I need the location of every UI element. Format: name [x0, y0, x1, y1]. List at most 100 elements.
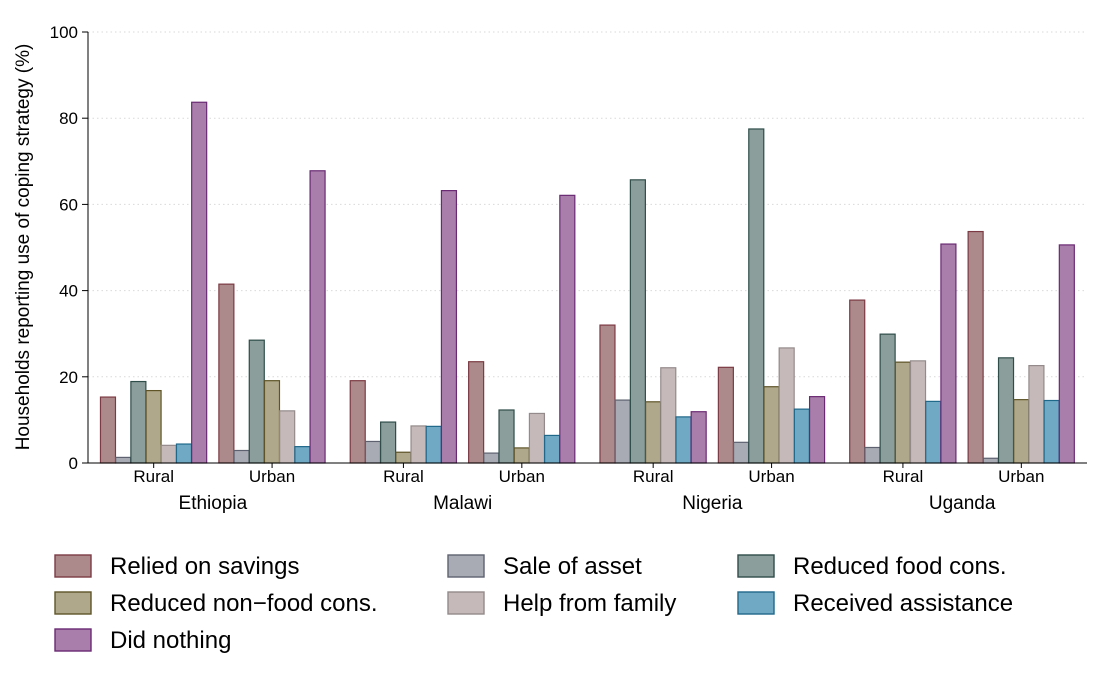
legend-item: Received assistance [737, 590, 1013, 617]
x-sub-label: Urban [748, 467, 794, 486]
bar [425, 425, 442, 464]
bar [808, 396, 826, 464]
legend-item: Did nothing [54, 627, 231, 654]
bar [395, 451, 412, 464]
x-sub-label: Urban [249, 467, 295, 486]
legend-label: Sale of asset [503, 553, 642, 580]
bar [468, 361, 485, 464]
x-group-label: Nigeria [682, 493, 743, 514]
bar [1058, 244, 1075, 464]
bar [1043, 399, 1060, 464]
bar [925, 400, 942, 464]
x-sub-label: Rural [633, 467, 674, 486]
bar [294, 446, 311, 464]
bar [513, 447, 530, 464]
bar [909, 360, 927, 464]
bar [349, 380, 366, 464]
bar [864, 446, 881, 464]
legend-item: Relied on savings [54, 553, 299, 580]
bar [130, 380, 147, 464]
legend-item: Sale of asset [447, 553, 642, 580]
bar [380, 421, 397, 464]
bar [1028, 364, 1045, 464]
bar [145, 389, 162, 464]
bar [675, 416, 692, 464]
x-sub-label: Urban [998, 467, 1044, 486]
legend-label: Did nothing [110, 627, 231, 654]
bar [793, 408, 810, 464]
y-tick-label: 40 [59, 282, 78, 301]
bar [644, 401, 662, 464]
bar [218, 283, 235, 464]
axes [87, 32, 1087, 464]
bar [115, 456, 132, 464]
bar [748, 128, 765, 464]
bar [732, 441, 750, 464]
bar [559, 194, 576, 464]
y-tick-label: 80 [59, 109, 78, 128]
legend-item: Help from family [447, 590, 676, 617]
legend-swatch [54, 591, 92, 615]
bar [660, 367, 677, 464]
bar [982, 457, 999, 464]
bar [175, 443, 193, 464]
bar [690, 411, 707, 464]
legend-item: Reduced non−food cons. [54, 590, 378, 617]
y-ticks: 0 20 40 60 80 100 [50, 23, 88, 473]
x-sub-label: Rural [383, 467, 424, 486]
y-tick-label: 60 [59, 195, 78, 214]
x-group-label: Malawi [433, 493, 492, 514]
legend-label: Relied on savings [110, 553, 299, 580]
legend-label: Reduced non−food cons. [110, 590, 378, 617]
bar [894, 361, 911, 464]
legend-item: Reduced food cons. [737, 553, 1006, 580]
y-tick-label: 0 [69, 454, 78, 473]
x-group-label: Uganda [929, 493, 996, 514]
bar [233, 449, 250, 464]
bar [544, 434, 561, 464]
x-sub-label: Rural [133, 467, 174, 486]
legend-swatch [447, 591, 485, 615]
bar [629, 179, 646, 464]
bar [99, 396, 117, 464]
bar [263, 380, 281, 464]
bar [528, 412, 546, 464]
bar [440, 190, 458, 464]
bar [410, 425, 427, 464]
bar [717, 366, 734, 464]
bar [483, 452, 500, 464]
bar [614, 399, 631, 464]
bar [849, 299, 866, 464]
legend-swatch [737, 554, 775, 578]
y-axis-title: Households reporting use of coping strat… [13, 44, 34, 451]
bar [364, 440, 382, 464]
bar [997, 357, 1015, 464]
bar [160, 444, 177, 464]
legend-swatch [737, 591, 775, 615]
bar [940, 243, 957, 464]
bar [498, 409, 515, 464]
x-sub-label: Rural [883, 467, 924, 486]
bar [763, 386, 780, 464]
legend-swatch [447, 554, 485, 578]
bar [248, 339, 265, 464]
y-tick-label: 20 [59, 368, 78, 387]
legend-label: Reduced food cons. [793, 553, 1006, 580]
legend-label: Received assistance [793, 590, 1013, 617]
bar [967, 230, 984, 464]
bar [1013, 399, 1030, 464]
bar [309, 170, 326, 464]
bar [599, 324, 616, 464]
legend-label: Help from family [503, 590, 676, 617]
y-tick-label: 100 [50, 23, 78, 42]
bar [279, 410, 296, 464]
x-sub-label: Urban [499, 467, 545, 486]
legend-swatch [54, 554, 92, 578]
gridlines [88, 31, 1087, 378]
bar [191, 101, 208, 464]
x-group-label: Ethiopia [179, 493, 248, 514]
bar [879, 333, 896, 464]
